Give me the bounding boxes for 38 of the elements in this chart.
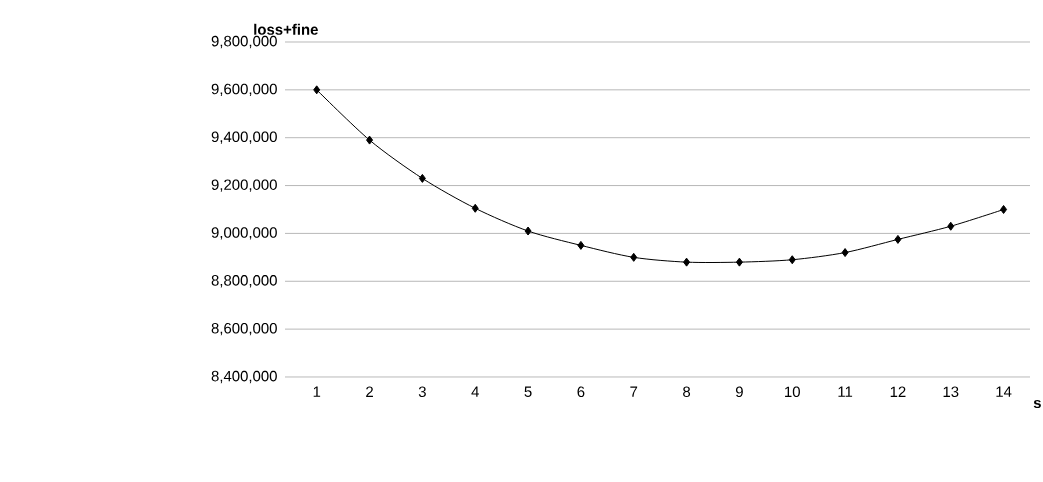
x-tick-label: 7 (630, 386, 638, 397)
point (366, 135, 374, 145)
y-tick-label: 9,200,000 (211, 179, 277, 192)
point (418, 173, 426, 183)
y-tick-label: 8,600,000 (211, 322, 277, 336)
x-tick-label: 10 (785, 386, 800, 398)
x-tick-label: 3 (418, 386, 426, 398)
point (683, 257, 691, 267)
x-tick-label: 13 (943, 386, 959, 398)
point (630, 252, 638, 262)
point (313, 85, 321, 95)
x-tick-label: 6 (577, 386, 585, 398)
x-axis-title: s (1033, 399, 1041, 409)
x-tick-label: 11 (838, 386, 853, 397)
x-tick-label: 2 (366, 386, 373, 397)
x-tick-label: 12 (890, 386, 906, 397)
point (947, 221, 955, 231)
point (735, 257, 743, 267)
x-tick-label: 8 (683, 386, 691, 398)
point (894, 234, 902, 244)
y-tick-label: 8,800,000 (211, 275, 277, 288)
point (841, 248, 849, 258)
y-tick-label: 9,000,000 (211, 227, 277, 240)
y-tick-label: 9,400,000 (211, 131, 277, 144)
y-tick-label: 9,800,000 (211, 35, 277, 49)
y-tick-label: 8,400,000 (211, 370, 277, 384)
point (788, 255, 796, 265)
x-tick-label: 9 (735, 386, 743, 398)
x-tick-label: 5 (524, 386, 532, 397)
y-axis-title: loss+fine (254, 23, 318, 35)
point (524, 226, 532, 236)
x-tick-label: 1 (313, 386, 321, 397)
y-tick-label: 9,600,000 (211, 83, 277, 97)
point (1000, 204, 1008, 214)
x-tick-label: 4 (471, 386, 479, 397)
point (577, 240, 585, 250)
point (471, 203, 479, 213)
x-tick-label: 14 (996, 386, 1012, 397)
